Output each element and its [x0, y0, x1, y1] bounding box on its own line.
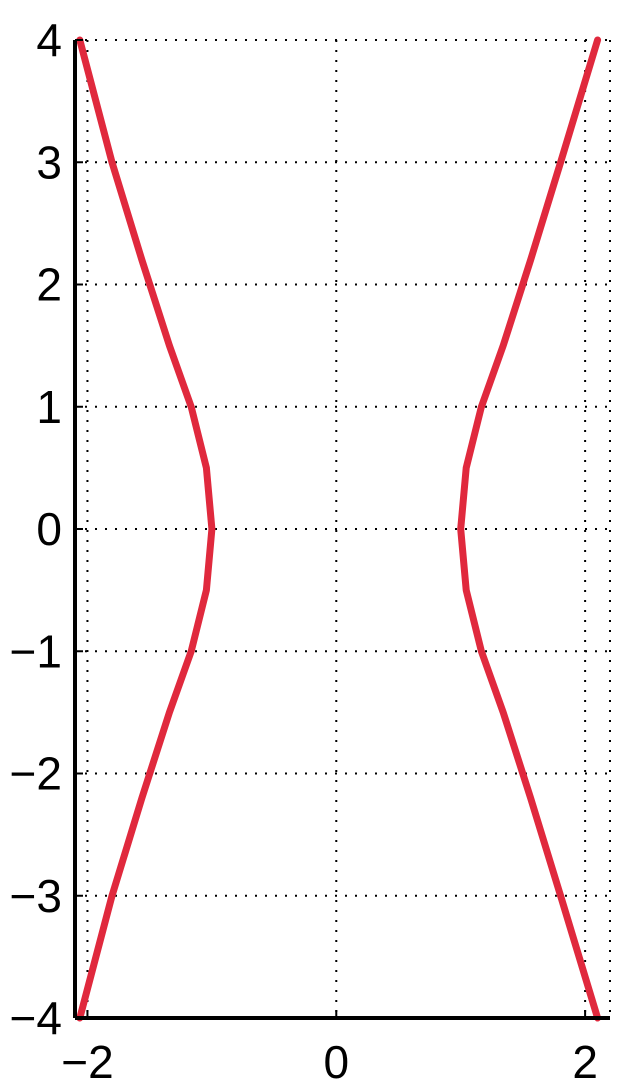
right-branch-line — [457, 36, 602, 1022]
y-tick-label: 4 — [36, 14, 62, 66]
y-tick-label: 3 — [36, 136, 62, 188]
y-tick-label: 2 — [36, 259, 62, 311]
y-tick-label: −4 — [10, 992, 62, 1044]
y-tick-label: 0 — [36, 503, 62, 555]
axes — [73, 39, 610, 1020]
y-tick-label: −1 — [10, 625, 62, 677]
x-tick-label: 2 — [572, 1036, 598, 1088]
y-tick-label: 1 — [36, 381, 62, 433]
left-branch-line — [76, 36, 216, 1022]
x-tick-label: 0 — [323, 1036, 349, 1088]
series-layer — [76, 36, 602, 1022]
y-tick-label: −2 — [10, 748, 62, 800]
x-tick-label: −2 — [61, 1036, 113, 1088]
y-tick-label: −3 — [10, 870, 62, 922]
grid-lines — [75, 39, 611, 1019]
